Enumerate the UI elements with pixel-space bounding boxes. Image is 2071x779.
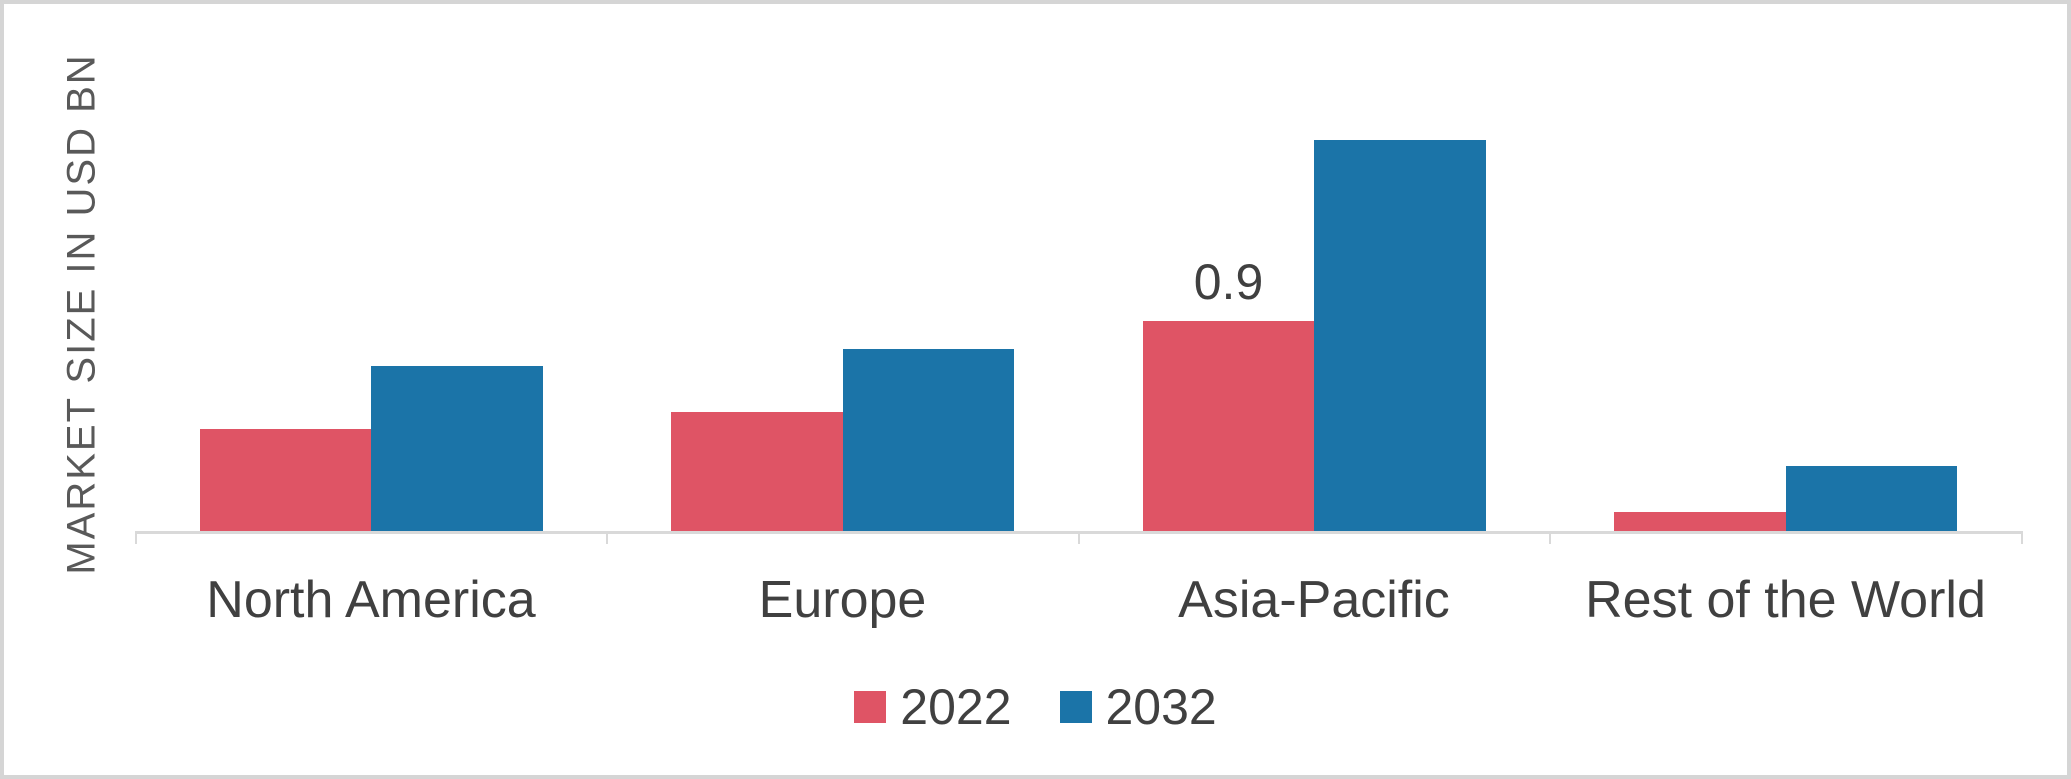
axis-tick — [2020, 531, 2023, 544]
axis-tick — [1549, 531, 1551, 544]
legend: 2022 2032 — [4, 682, 2067, 732]
axis-tick — [606, 531, 608, 544]
legend-swatch-2032 — [1059, 691, 1092, 723]
legend-item-2032: 2032 — [1059, 679, 1217, 735]
legend-label-2022: 2022 — [900, 679, 1012, 735]
category-label: Asia-Pacific — [1178, 571, 1450, 629]
bar-2022-rest-of-the-world — [1614, 512, 1786, 531]
category-label: Rest of the World — [1585, 571, 1986, 629]
bar-2022-north-america — [199, 428, 372, 531]
bar-2032-asia-pacific — [1314, 139, 1486, 531]
data-label: 0.9 — [1193, 254, 1264, 311]
legend-item-2022: 2022 — [854, 679, 1012, 735]
axis-tick — [1077, 531, 1080, 544]
bar-2032-europe — [842, 349, 1015, 531]
legend-swatch-2022 — [854, 691, 887, 723]
bar-2022-europe — [671, 412, 843, 531]
axis-tick — [134, 531, 137, 544]
category-label: North America — [206, 571, 536, 629]
bar-2022-asia-pacific — [1142, 321, 1315, 531]
category-label: Europe — [758, 571, 927, 629]
bar-2032-north-america — [371, 365, 543, 531]
bar-2032-rest-of-the-world — [1785, 465, 1958, 531]
plot-area: North America Europe Asia-Pacific Rest of t… — [4, 4, 2067, 775]
legend-label-2032: 2032 — [1105, 679, 1217, 735]
